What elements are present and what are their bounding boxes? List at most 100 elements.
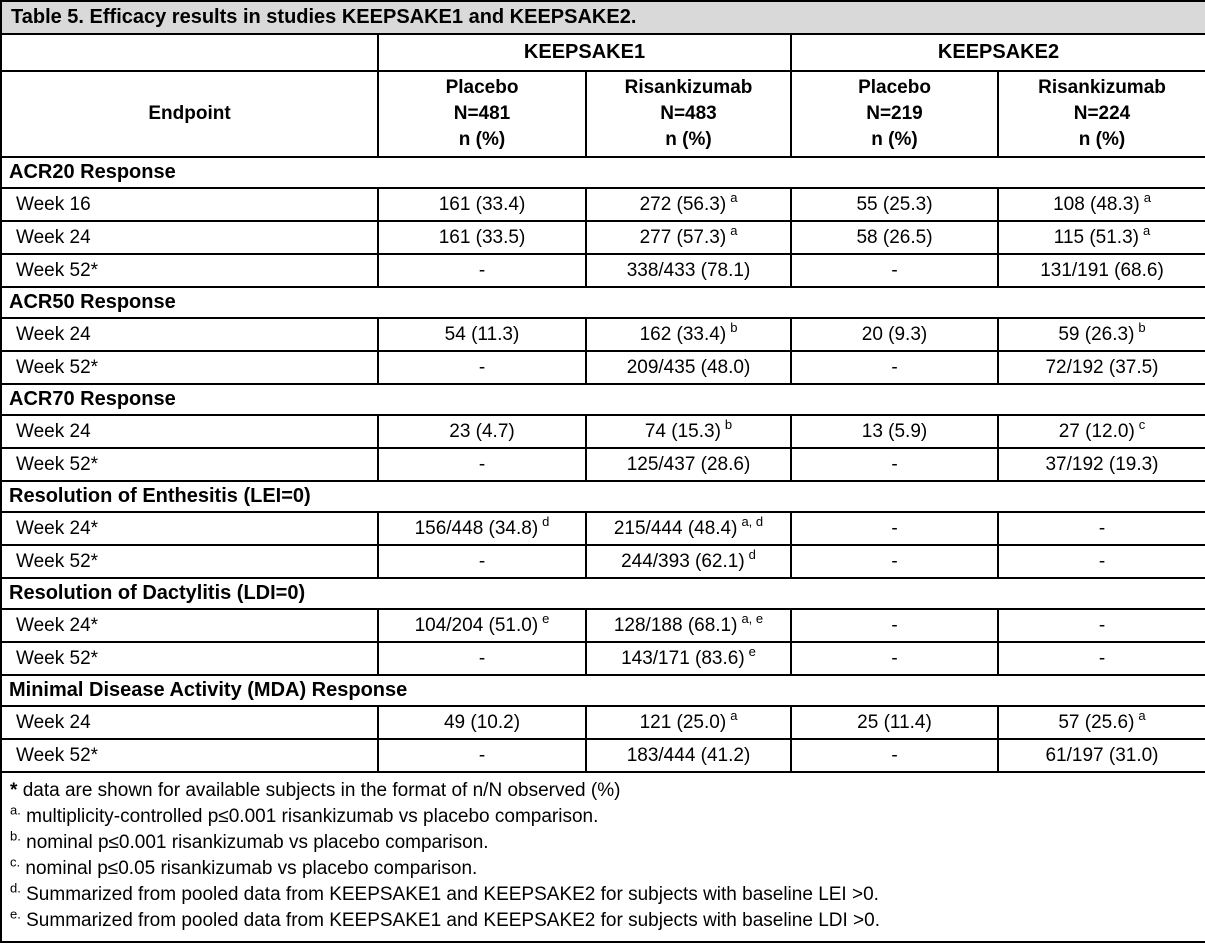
- value-cell: 13 (5.9): [790, 414, 999, 449]
- footnote-marker-superscript: a: [1143, 190, 1151, 206]
- value-cell: -: [790, 447, 999, 482]
- value-text: 72/192 (37.5): [1045, 356, 1159, 378]
- table-body: ACR20 Response Week 16 161 (33.4) 272 (56.3…: [0, 156, 1205, 773]
- value-cell: 183/444 (41.2): [585, 738, 792, 773]
- section-header-row: ACR20 Response: [0, 156, 1205, 189]
- endpoint-label: Week 52*: [0, 544, 379, 579]
- value-text: 74 (15.3): [644, 420, 721, 442]
- value-cell: -: [377, 738, 587, 773]
- footnote-marker-superscript: e: [748, 644, 756, 660]
- value-cell: -: [377, 641, 587, 676]
- table-header: Table 5. Efficacy results in studies KEE…: [0, 0, 1205, 158]
- section-header-row: ACR50 Response: [0, 286, 1205, 319]
- unit-label: n (%): [665, 129, 712, 150]
- value-text: 209/435 (48.0): [626, 356, 751, 378]
- footnote-text: Summarized from pooled data from KEEPSAK…: [26, 884, 879, 905]
- section-header: Resolution of Enthesitis (LEI=0): [0, 480, 1205, 513]
- footnote-text: nominal p≤0.05 risankizumab vs placebo c…: [25, 858, 478, 879]
- value-cell: 72/192 (37.5): [997, 350, 1205, 385]
- value-cell: 104/204 (51.0) e: [377, 608, 587, 643]
- value-cell: 162 (33.4) b: [585, 317, 792, 352]
- value-text: 162 (33.4): [639, 323, 727, 345]
- value-cell: 161 (33.5): [377, 220, 587, 255]
- table-row: Week 24 23 (4.7) 74 (15.3) b 13 (5.9) 27 (12.…: [0, 414, 1205, 449]
- endpoint-column-header: Endpoint: [0, 70, 379, 158]
- footnote-marker-superscript: b: [730, 320, 738, 336]
- value-cell: 128/188 (68.1) a, e: [585, 608, 792, 643]
- value-text: -: [478, 356, 486, 378]
- value-text: 183/444 (41.2): [626, 744, 751, 766]
- column-header-keepsake2-placebo: Placebo N=219 n (%): [790, 70, 999, 158]
- value-text: 161 (33.4): [438, 193, 526, 215]
- footnote-marker: c.: [10, 854, 21, 870]
- title-row: Table 5. Efficacy results in studies KEE…: [0, 0, 1205, 35]
- value-cell: 131/191 (68.6): [997, 253, 1205, 288]
- endpoint-label: Week 24*: [0, 511, 379, 546]
- footnote-marker: a.: [10, 802, 21, 818]
- table-row: Week 52* - 125/437 (28.6) - 37/192 (19.3): [0, 447, 1205, 482]
- table-row: Week 24 54 (11.3) 162 (33.4) b 20 (9.3) 59 (2…: [0, 317, 1205, 352]
- value-text: 108 (48.3): [1053, 193, 1140, 215]
- table-row: Week 52* - 143/171 (83.6) e - -: [0, 641, 1205, 676]
- value-cell: -: [997, 641, 1205, 676]
- value-cell: -: [377, 253, 587, 288]
- value-text: -: [891, 550, 898, 572]
- value-text: -: [891, 517, 898, 539]
- value-cell: 125/437 (28.6): [585, 447, 792, 482]
- value-text: 156/448 (34.8): [414, 517, 539, 539]
- value-text: -: [891, 259, 898, 281]
- value-text: 37/192 (19.3): [1045, 453, 1159, 475]
- value-cell: 27 (12.0) c: [997, 414, 1205, 449]
- value-cell: 338/433 (78.1): [585, 253, 792, 288]
- value-cell: 54 (11.3): [377, 317, 587, 352]
- column-header-keepsake1-risankizumab: Risankizumab N=483 n (%): [585, 70, 792, 158]
- arm-label: Risankizumab: [624, 77, 753, 98]
- table-row: Week 24 49 (10.2) 121 (25.0) a 25 (11.4) 57 (…: [0, 705, 1205, 740]
- value-text: 57 (25.6): [1058, 711, 1135, 733]
- value-text: -: [1098, 647, 1106, 669]
- value-cell: -: [790, 253, 999, 288]
- footnote-marker: b.: [10, 828, 21, 844]
- value-cell: -: [790, 511, 999, 546]
- footnote-marker-superscript: a: [730, 708, 738, 724]
- value-cell: 121 (25.0) a: [585, 705, 792, 740]
- section-header: Resolution of Dactylitis (LDI=0): [0, 577, 1205, 610]
- section-header: ACR20 Response: [0, 156, 1205, 189]
- value-text: -: [478, 550, 486, 572]
- section-header-row: Minimal Disease Activity (MDA) Response: [0, 674, 1205, 707]
- value-cell: 20 (9.3): [790, 317, 999, 352]
- value-text: 161 (33.5): [438, 226, 526, 248]
- value-text: 121 (25.0): [639, 711, 727, 733]
- footnote-marker-superscript: b: [1138, 320, 1146, 336]
- table-row: Week 52* - 244/393 (62.1) d - -: [0, 544, 1205, 579]
- value-cell: -: [997, 511, 1205, 546]
- section-header-row: ACR70 Response: [0, 383, 1205, 416]
- value-text: 23 (4.7): [449, 420, 515, 442]
- unit-label: n (%): [1078, 129, 1126, 150]
- footnote-text: Summarized from pooled data from KEEPSAK…: [26, 910, 880, 931]
- table-row: Week 52* - 209/435 (48.0) - 72/192 (37.5): [0, 350, 1205, 385]
- endpoint-label: Week 52*: [0, 253, 379, 288]
- value-text: -: [478, 647, 486, 669]
- value-cell: 57 (25.6) a: [997, 705, 1205, 740]
- footnote-marker-superscript: e: [542, 611, 550, 627]
- footnote-marker-superscript: d: [542, 514, 550, 530]
- value-cell: 143/171 (83.6) e: [585, 641, 792, 676]
- endpoint-label: Week 52*: [0, 738, 379, 773]
- value-cell: 209/435 (48.0): [585, 350, 792, 385]
- table-title: Table 5. Efficacy results in studies KEE…: [0, 0, 1205, 35]
- value-cell: -: [790, 350, 999, 385]
- endpoint-label: Week 52*: [0, 641, 379, 676]
- value-text: 59 (26.3): [1058, 323, 1135, 345]
- value-cell: 272 (56.3) a: [585, 187, 792, 222]
- value-cell: -: [790, 738, 999, 773]
- table-footer: * data are shown for available subjects …: [0, 771, 1205, 943]
- value-cell: -: [997, 544, 1205, 579]
- footnote-marker-superscript: b: [724, 417, 733, 433]
- value-cell: 277 (57.3) a: [585, 220, 792, 255]
- footnote-line: * data are shown for available subjects …: [10, 778, 1197, 804]
- table-row: Week 24* 104/204 (51.0) e 128/188 (68.1) a, …: [0, 608, 1205, 643]
- column-header-keepsake2-risankizumab: Risankizumab N=224 n (%): [997, 70, 1205, 158]
- value-text: 25 (11.4): [857, 711, 932, 733]
- value-text: 58 (26.5): [856, 226, 933, 248]
